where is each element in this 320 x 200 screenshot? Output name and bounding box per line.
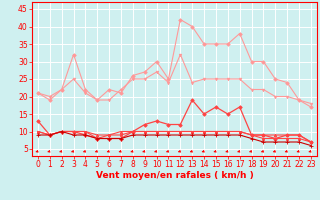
X-axis label: Vent moyen/en rafales ( km/h ): Vent moyen/en rafales ( km/h ) [96, 171, 253, 180]
